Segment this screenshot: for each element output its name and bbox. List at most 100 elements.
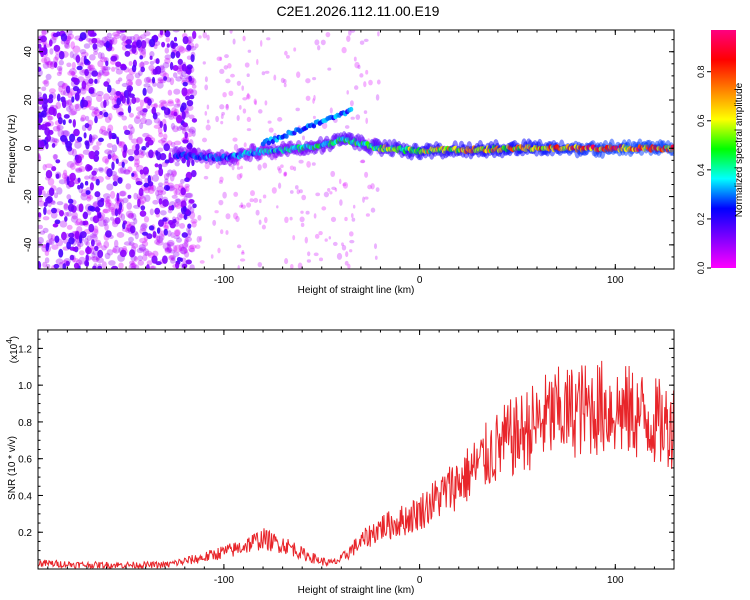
spectral-cell: [80, 117, 85, 122]
spectral-cell: [300, 222, 305, 228]
spectral-cell: [212, 219, 217, 226]
spectral-cell: [45, 242, 49, 252]
spectral-cell: [353, 85, 359, 90]
spectral-cell: [88, 134, 93, 143]
spectral-cell: [44, 122, 52, 127]
spectral-cell: [188, 114, 195, 120]
spectral-cell: [58, 59, 64, 66]
spectral-cell: [64, 216, 68, 222]
spectral-cell: [339, 199, 343, 206]
spectral-cell: [277, 117, 283, 122]
spectral-cell: [79, 48, 87, 55]
spectral-cell: [313, 213, 317, 219]
spectral-cell: [375, 187, 380, 192]
spectral-cell: [373, 243, 378, 250]
spectral-cell: [119, 94, 124, 102]
spectral-cell: [236, 173, 242, 180]
spectral-cell: [182, 81, 188, 87]
spectral-cell: [166, 172, 171, 177]
spectral-cell: [111, 265, 119, 269]
spectral-cell: [47, 115, 53, 121]
spectral-cell: [166, 241, 175, 247]
colorbar: 0.0 0.2 0.4 0.6 0.8 Normalized spectral ampl…: [696, 30, 745, 274]
spectral-cell: [190, 89, 198, 97]
spectral-cell: [368, 79, 373, 86]
spectral-cell: [72, 77, 78, 83]
spectral-cell: [225, 103, 229, 109]
spectral-cell: [135, 78, 142, 87]
spectral-cell: [168, 254, 175, 261]
spectral-cell: [78, 256, 86, 265]
spectral-cell: [108, 202, 115, 211]
spectral-cell: [152, 199, 159, 205]
spectral-cell: [38, 261, 42, 269]
spectral-cell: [170, 40, 175, 49]
spectral-cell: [204, 84, 209, 91]
spectral-cell: [129, 36, 136, 41]
spectral-cell: [280, 164, 284, 168]
spectral-cell: [59, 220, 68, 228]
spectral-cell: [172, 64, 179, 72]
spectral-cell: [38, 200, 46, 207]
spectral-cell: [131, 44, 137, 54]
spectral-cell: [242, 108, 247, 114]
spectral-cell: [92, 108, 100, 115]
spectral-cell: [54, 219, 61, 225]
spectral-cell: [376, 79, 381, 85]
spectral-cell: [311, 162, 316, 166]
spectral-cell: [103, 81, 110, 87]
spectral-cell: [299, 189, 303, 194]
y-tick-label: 0: [23, 145, 34, 151]
spectral-cell: [173, 183, 181, 190]
spectral-cell: [175, 188, 181, 196]
colorbar-tick-label: 0.0: [696, 262, 706, 275]
spectral-cell: [181, 263, 188, 269]
y-tick-label: -20: [23, 189, 34, 204]
spectral-cell: [43, 206, 47, 216]
spectral-cell: [92, 215, 100, 224]
spectral-cell: [85, 246, 92, 255]
spectral-cell: [118, 141, 125, 149]
spectral-cell: [199, 235, 203, 242]
spectral-cell: [75, 168, 83, 174]
spectral-cell: [163, 76, 168, 81]
spectral-cell: [68, 232, 75, 238]
spectral-cell: [69, 133, 76, 143]
spectral-cell: [127, 81, 133, 86]
spectral-cell: [79, 182, 84, 189]
spectral-cell: [254, 100, 257, 106]
spectral-cell: [186, 99, 194, 107]
spectral-cell: [152, 112, 158, 120]
spectral-cell: [137, 198, 141, 208]
spectral-cell: [48, 237, 55, 246]
spectral-cell: [189, 244, 197, 250]
spectral-cell: [151, 76, 156, 84]
spectral-cell: [97, 265, 103, 269]
y-tick-label: 40: [23, 46, 34, 58]
spectral-cell: [168, 205, 173, 211]
spectral-cell: [91, 37, 98, 44]
spectral-cell: [284, 258, 289, 265]
spectral-cell: [138, 246, 147, 252]
spectral-cell: [63, 114, 70, 119]
spectral-cell: [53, 56, 59, 64]
spectral-cell: [66, 62, 72, 68]
spectral-cell: [146, 85, 153, 94]
spectral-cell: [118, 111, 124, 116]
spectral-cell: [85, 190, 91, 195]
spectral-cell: [162, 217, 168, 222]
spectral-cell: [292, 234, 296, 241]
spectral-cell: [189, 264, 195, 269]
spectral-cell: [75, 155, 82, 164]
y-tick-label: 1.2: [18, 344, 32, 355]
spectral-cell: [87, 195, 94, 200]
spectral-cell: [134, 158, 140, 166]
spectral-cell: [187, 88, 194, 94]
spectral-cell: [259, 39, 263, 47]
spectral-cell: [47, 97, 54, 104]
spectral-cell: [88, 150, 96, 160]
spectral-cell: [289, 165, 295, 171]
spectral-cell: [105, 60, 109, 67]
spectral-cell: [96, 140, 102, 146]
spectral-cell: [87, 30, 95, 37]
